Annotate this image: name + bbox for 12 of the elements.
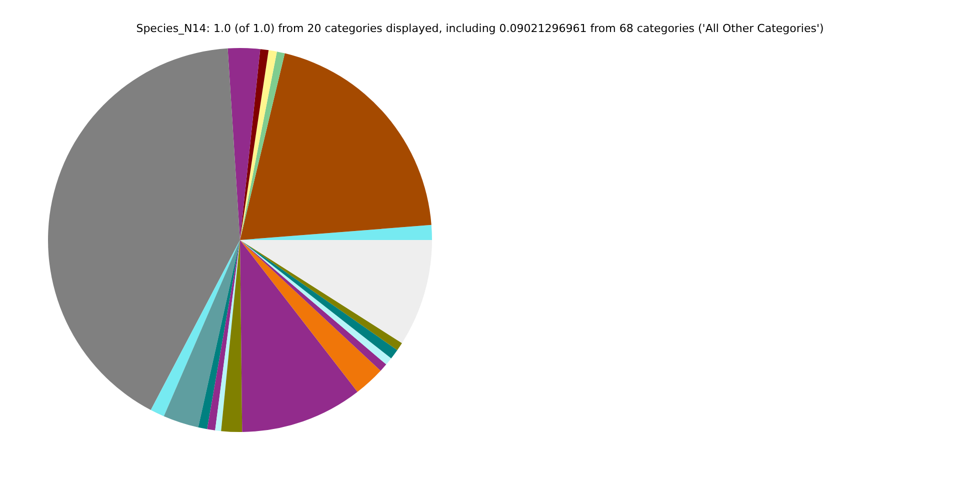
pie-slice [240, 240, 432, 344]
pie-slice [240, 53, 432, 240]
pie-slice [240, 240, 381, 392]
pie-slice [240, 52, 285, 240]
pie-slice [48, 48, 240, 410]
text: Species_N14: 1.0 (of 1.0) from 20 categories displayed, including 0.09021296961 from 68 categories ('All Other Categories') [136, 22, 824, 35]
pie-slice [150, 240, 240, 416]
pie-slice [240, 224, 432, 240]
pie-slice [164, 240, 240, 428]
pie-slice [240, 49, 269, 240]
pie-slice [228, 48, 260, 240]
pie-slice [221, 240, 242, 432]
